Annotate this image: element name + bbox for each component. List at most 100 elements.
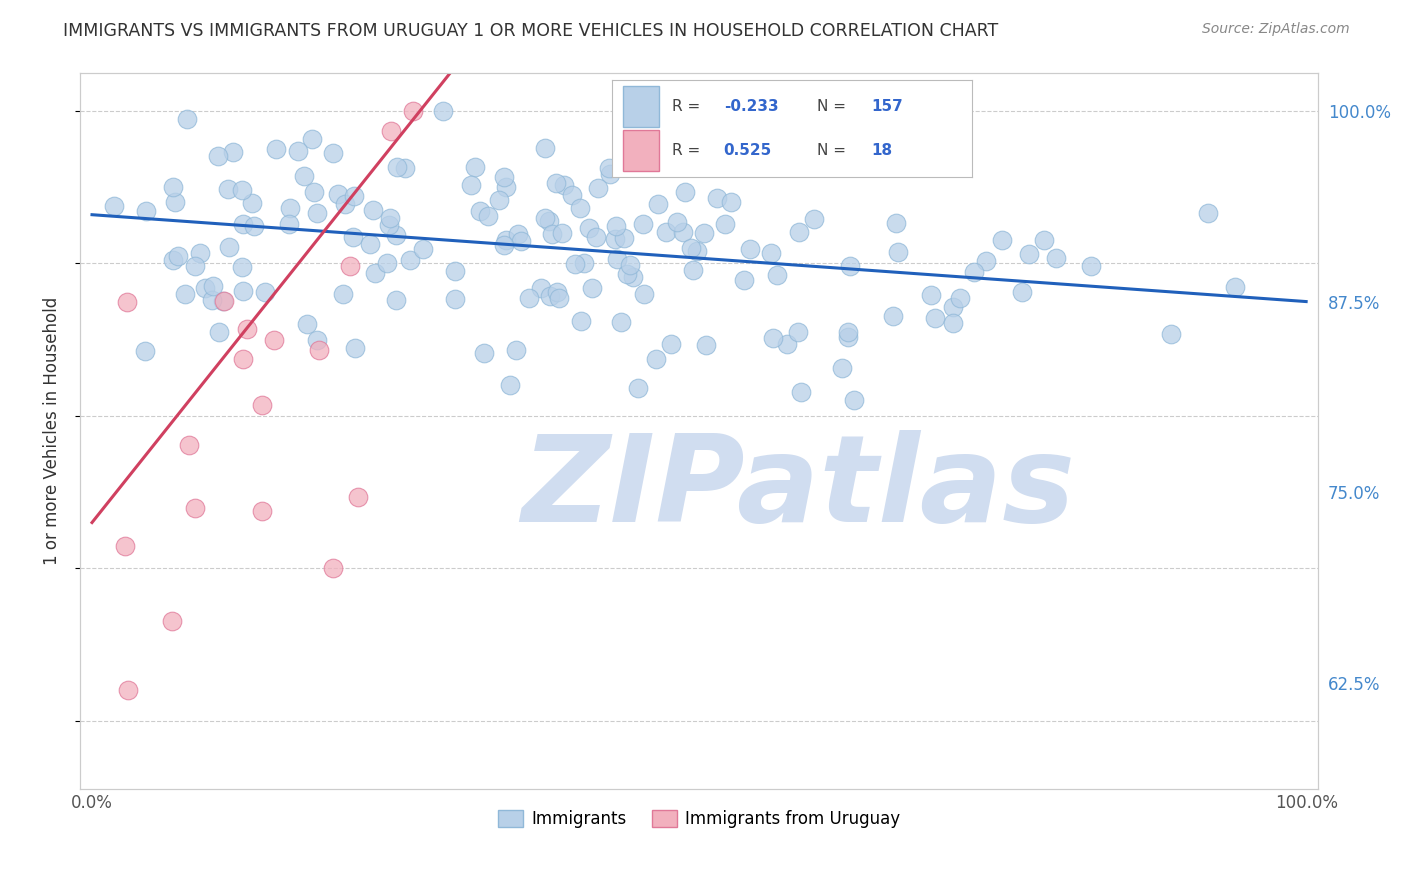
Point — [561, 188, 583, 202]
Point — [295, 318, 318, 332]
Point — [252, 398, 274, 412]
Point — [887, 245, 910, 260]
Point — [384, 293, 406, 307]
Point — [184, 259, 207, 273]
Point — [221, 145, 243, 159]
Point — [495, 234, 517, 248]
Point — [243, 219, 266, 233]
Point — [599, 167, 621, 181]
Point — [610, 315, 633, 329]
Point — [305, 333, 328, 347]
Point — [322, 561, 344, 575]
Point — [472, 345, 495, 359]
Text: Source: ZipAtlas.com: Source: ZipAtlas.com — [1202, 22, 1350, 37]
Point — [627, 380, 650, 394]
Point — [692, 226, 714, 240]
Point — [621, 270, 644, 285]
Point — [568, 201, 591, 215]
Point — [949, 291, 972, 305]
Point — [682, 263, 704, 277]
Point — [538, 289, 561, 303]
Point — [188, 245, 211, 260]
Point — [761, 246, 783, 260]
Point — [548, 291, 571, 305]
Point — [477, 210, 499, 224]
Point — [613, 230, 636, 244]
Point — [673, 185, 696, 199]
Point — [574, 256, 596, 270]
Point — [231, 183, 253, 197]
Point — [1160, 326, 1182, 341]
Point — [301, 132, 323, 146]
Point — [508, 227, 530, 242]
Point — [963, 265, 986, 279]
Point — [1080, 260, 1102, 274]
Point — [882, 309, 904, 323]
Point — [460, 178, 482, 192]
Point — [1018, 247, 1040, 261]
Point — [292, 169, 315, 183]
Point — [343, 341, 366, 355]
Point — [1045, 252, 1067, 266]
Point — [385, 160, 408, 174]
Point — [942, 300, 965, 314]
Point — [546, 176, 568, 190]
Point — [619, 258, 641, 272]
Point — [533, 211, 555, 225]
Point — [655, 225, 678, 239]
Point — [117, 683, 139, 698]
Point — [307, 206, 329, 220]
Point — [924, 311, 946, 326]
Point — [787, 225, 810, 239]
Point — [176, 112, 198, 126]
Point — [347, 491, 370, 505]
Point — [492, 238, 515, 252]
Point — [803, 211, 825, 226]
Point — [827, 157, 849, 171]
Point — [616, 267, 638, 281]
Point — [399, 253, 422, 268]
Point — [647, 197, 669, 211]
Point — [377, 218, 399, 232]
Point — [974, 254, 997, 268]
Point — [432, 104, 454, 119]
Point — [598, 161, 620, 176]
Point — [167, 248, 190, 262]
Point — [685, 244, 707, 259]
Point — [1032, 233, 1054, 247]
Point — [287, 144, 309, 158]
Point — [394, 161, 416, 176]
Point — [517, 291, 540, 305]
Point — [578, 221, 600, 235]
Point — [991, 233, 1014, 247]
Point — [884, 216, 907, 230]
Point — [103, 199, 125, 213]
Point — [495, 179, 517, 194]
Point — [1197, 206, 1219, 220]
Point — [492, 169, 515, 184]
Point — [326, 187, 349, 202]
Point — [201, 278, 224, 293]
Point — [488, 193, 510, 207]
Point — [672, 225, 695, 239]
Point — [264, 142, 287, 156]
Point — [201, 293, 224, 307]
Point — [339, 259, 361, 273]
Point — [322, 146, 344, 161]
Point — [135, 204, 157, 219]
Point — [1223, 280, 1246, 294]
Point — [177, 438, 200, 452]
Point — [361, 203, 384, 218]
Point — [546, 285, 568, 299]
Point — [776, 336, 799, 351]
Point — [162, 179, 184, 194]
Point — [402, 104, 425, 119]
Point — [308, 343, 330, 358]
Point — [585, 230, 607, 244]
Point — [603, 231, 626, 245]
Point — [231, 260, 253, 274]
Point — [588, 181, 610, 195]
Point — [786, 325, 808, 339]
Point — [633, 287, 655, 301]
Point — [631, 217, 654, 231]
